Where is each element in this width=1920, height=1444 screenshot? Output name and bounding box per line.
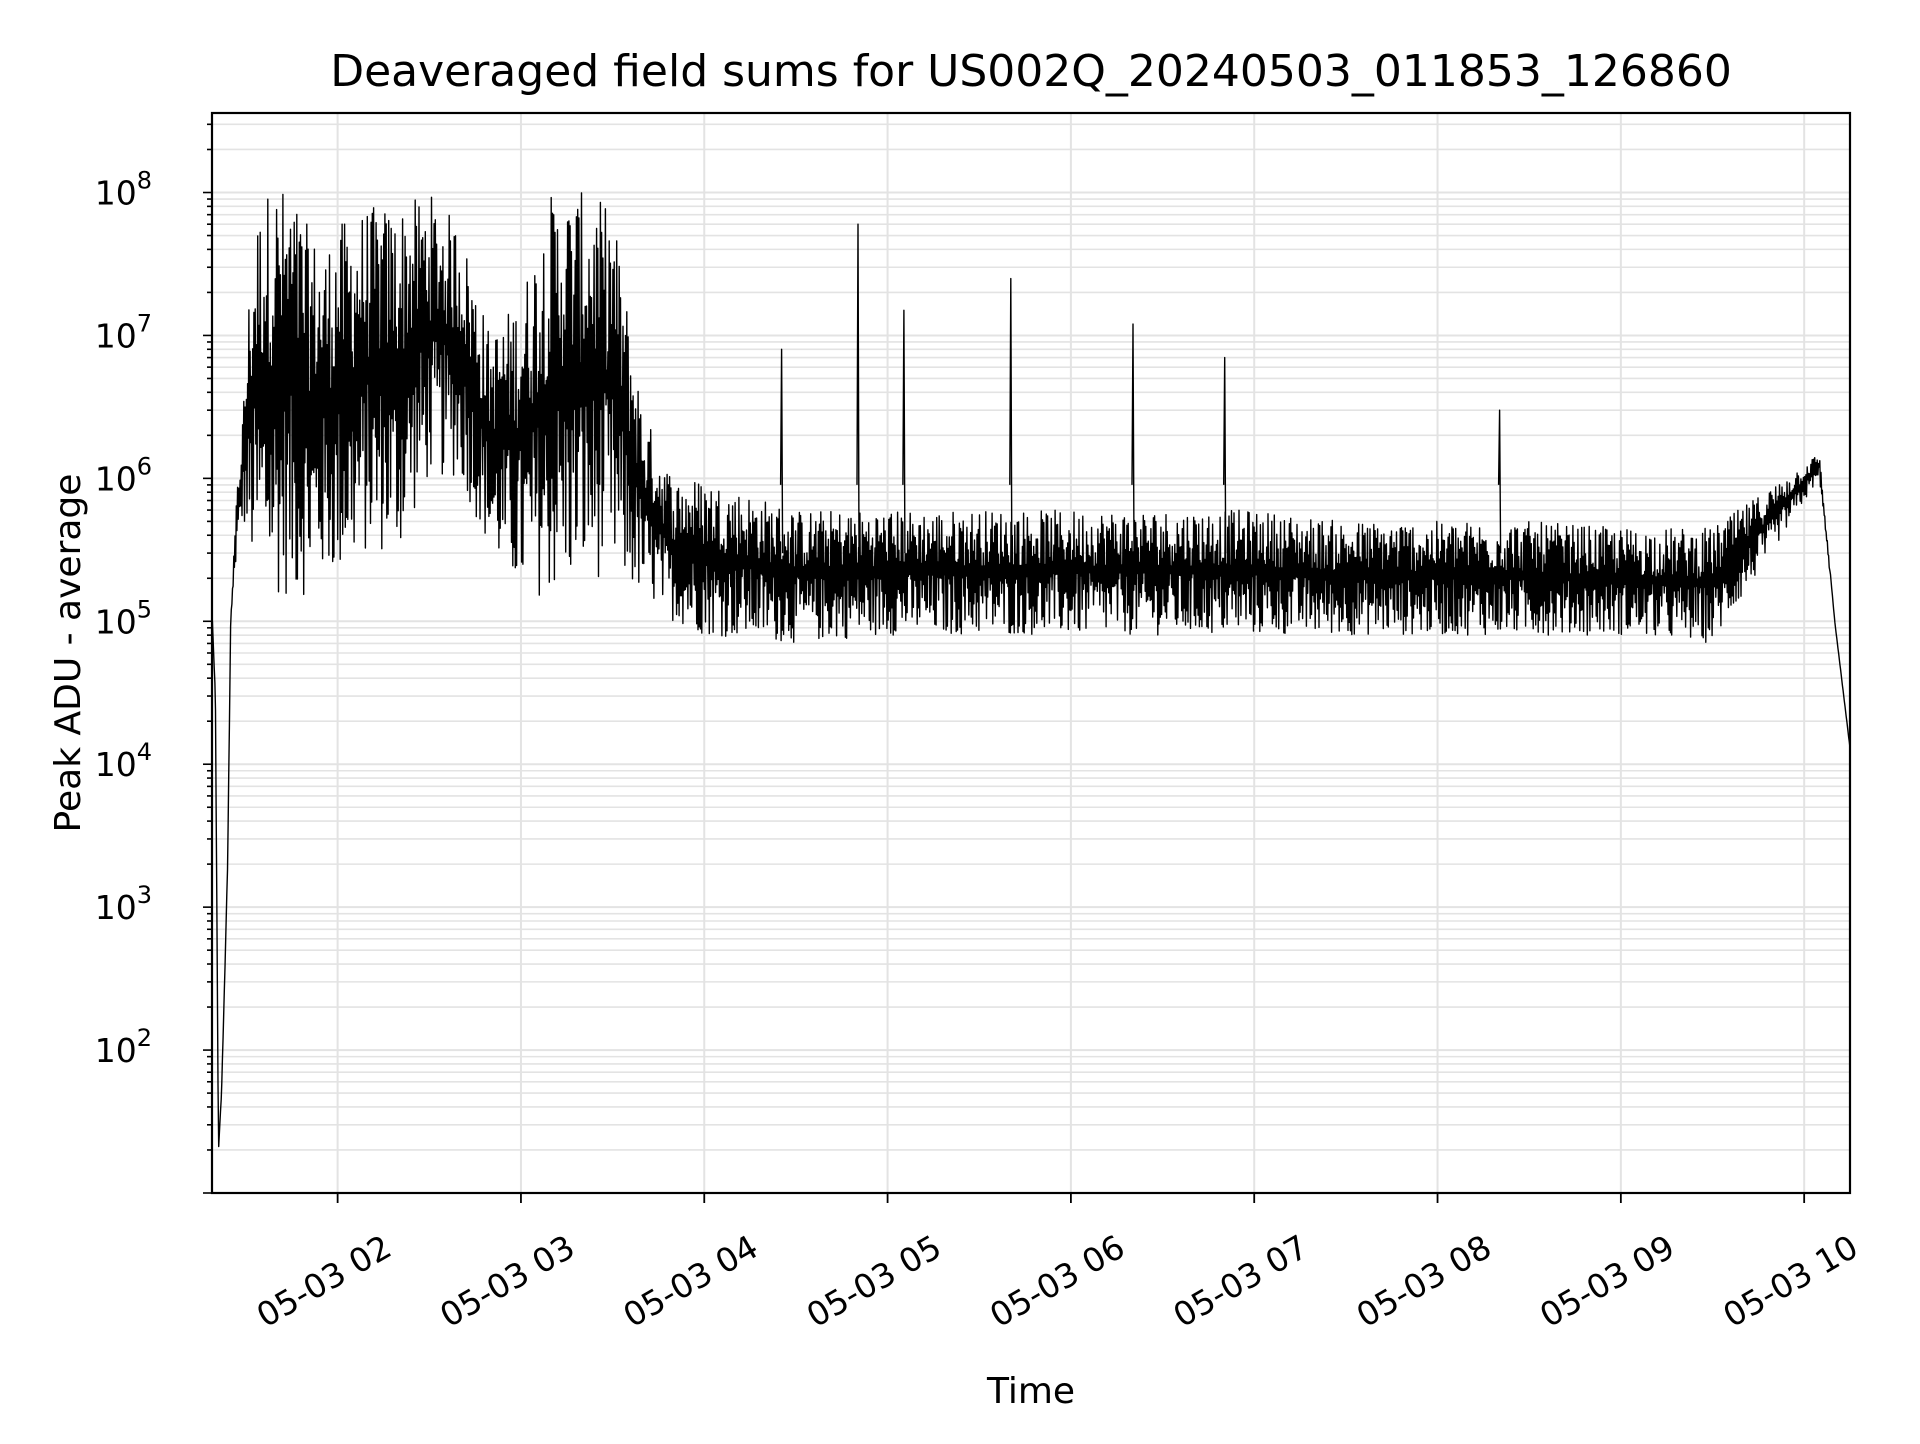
y-tick-label: 107 [95, 309, 152, 355]
chart-title: Deaveraged field sums for US002Q_2024050… [330, 46, 1732, 97]
series-line-path [211, 192, 1851, 1148]
y-tick-label: 106 [95, 452, 152, 498]
y-tick-label: 105 [95, 595, 152, 641]
y-axis-label: Peak ADU - average [48, 474, 89, 833]
x-axis-label: Time [986, 1371, 1075, 1412]
y-tick-label: 102 [95, 1024, 152, 1070]
y-tick-label: 108 [95, 167, 152, 213]
y-tick-label: 103 [95, 881, 152, 927]
y-tick-label: 104 [95, 738, 152, 784]
series-line [211, 192, 1851, 1148]
